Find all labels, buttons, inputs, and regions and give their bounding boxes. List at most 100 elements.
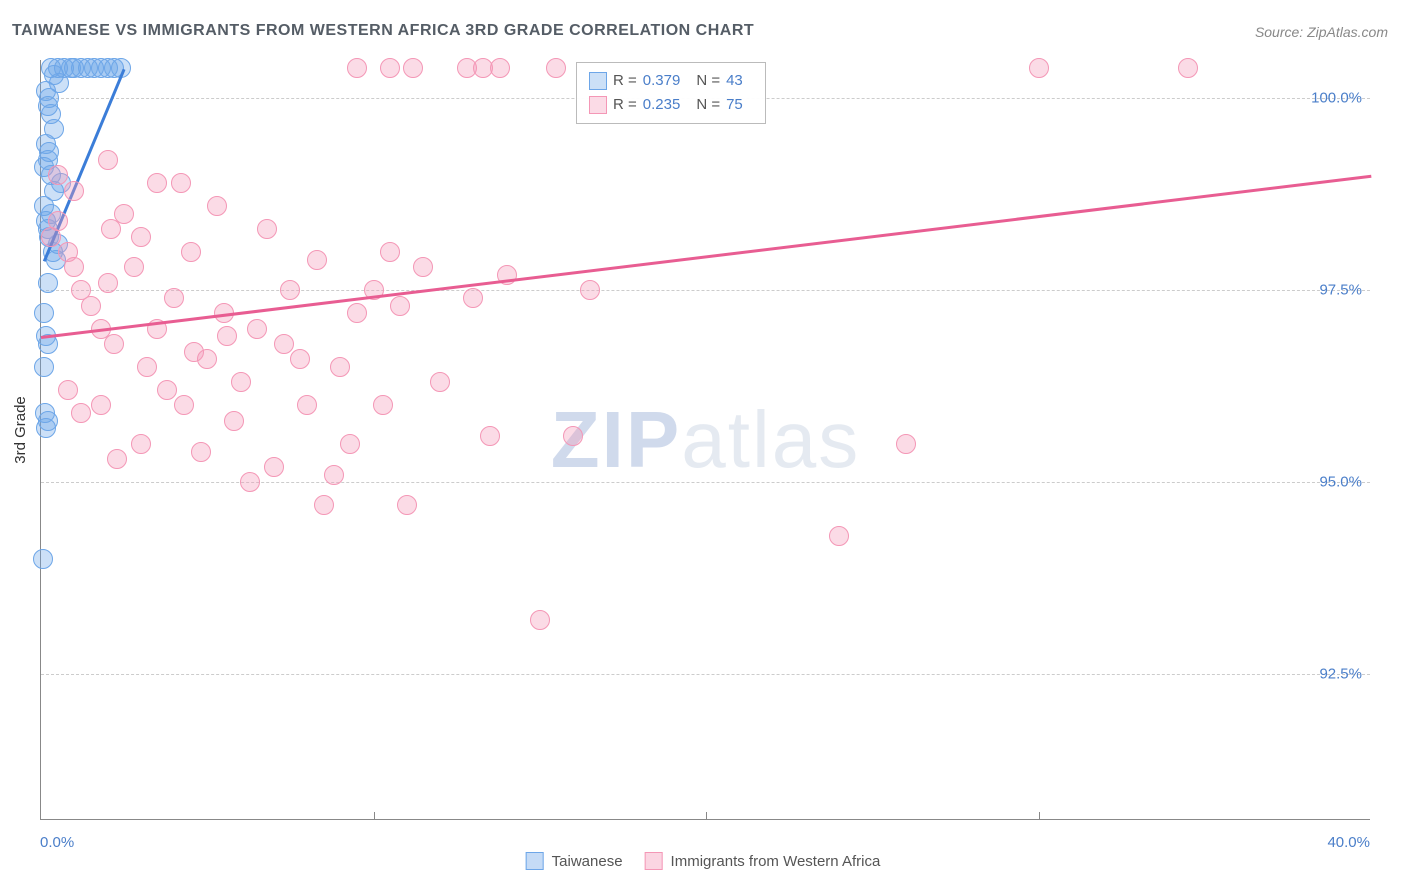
watermark-light: atlas xyxy=(681,395,860,484)
data-point xyxy=(280,280,300,300)
data-point xyxy=(297,395,317,415)
legend-item: Immigrants from Western Africa xyxy=(645,852,881,870)
data-point xyxy=(38,273,58,293)
data-point xyxy=(224,411,244,431)
stats-legend: R = 0.379 N = 43R = 0.235N = 75 xyxy=(576,62,766,124)
data-point xyxy=(181,242,201,262)
data-point xyxy=(403,58,423,78)
watermark: ZIPatlas xyxy=(551,394,860,486)
trend-line xyxy=(41,175,1371,339)
data-point xyxy=(896,434,916,454)
y-tick-label: 92.5% xyxy=(1319,666,1362,683)
data-point xyxy=(58,380,78,400)
data-point xyxy=(290,349,310,369)
data-point xyxy=(480,426,500,446)
data-point xyxy=(48,165,68,185)
data-point xyxy=(324,465,344,485)
data-point xyxy=(98,273,118,293)
data-point xyxy=(580,280,600,300)
grid-line xyxy=(41,290,1370,291)
data-point xyxy=(264,457,284,477)
data-point xyxy=(71,403,91,423)
data-point xyxy=(164,288,184,308)
legend-label: Taiwanese xyxy=(552,853,623,870)
data-point xyxy=(91,395,111,415)
data-point xyxy=(490,58,510,78)
data-point xyxy=(81,296,101,316)
legend-swatch xyxy=(645,852,663,870)
data-point xyxy=(34,303,54,323)
chart-title: TAIWANESE VS IMMIGRANTS FROM WESTERN AFR… xyxy=(12,22,754,40)
legend-swatch xyxy=(589,96,607,114)
data-point xyxy=(34,357,54,377)
x-tick-label: 40.0% xyxy=(1327,834,1370,851)
data-point xyxy=(563,426,583,446)
data-point xyxy=(184,342,204,362)
data-point xyxy=(217,326,237,346)
stat-value-r: 0.379 xyxy=(643,69,681,93)
series-legend: Taiwanese Immigrants from Western Africa xyxy=(526,852,881,870)
data-point xyxy=(174,395,194,415)
data-point xyxy=(314,495,334,515)
data-point xyxy=(157,380,177,400)
data-point xyxy=(147,173,167,193)
stat-label-n: N = xyxy=(696,69,720,93)
data-point xyxy=(64,257,84,277)
x-tick xyxy=(374,812,375,820)
data-point xyxy=(530,610,550,630)
data-point xyxy=(1178,58,1198,78)
data-point xyxy=(330,357,350,377)
data-point xyxy=(98,150,118,170)
data-point xyxy=(340,434,360,454)
data-point xyxy=(131,227,151,247)
data-point xyxy=(36,81,56,101)
data-point xyxy=(64,181,84,201)
legend-item: Taiwanese xyxy=(526,852,623,870)
stat-label-r: R = xyxy=(613,93,637,117)
data-point xyxy=(257,219,277,239)
data-point xyxy=(430,372,450,392)
data-point xyxy=(307,250,327,270)
data-point xyxy=(247,319,267,339)
y-tick-label: 100.0% xyxy=(1311,90,1362,107)
source-attribution: Source: ZipAtlas.com xyxy=(1255,24,1388,40)
x-tick xyxy=(706,812,707,820)
data-point xyxy=(107,449,127,469)
data-point xyxy=(104,334,124,354)
y-tick-label: 97.5% xyxy=(1319,282,1362,299)
data-point xyxy=(380,58,400,78)
data-point xyxy=(1029,58,1049,78)
data-point xyxy=(137,357,157,377)
data-point xyxy=(347,58,367,78)
data-point xyxy=(240,472,260,492)
plot-area: ZIPatlas xyxy=(40,60,1370,820)
correlation-chart: TAIWANESE VS IMMIGRANTS FROM WESTERN AFR… xyxy=(0,0,1406,892)
data-point xyxy=(191,442,211,462)
stat-label-r: R = xyxy=(613,69,637,93)
stat-value-n: 75 xyxy=(726,93,743,117)
data-point xyxy=(380,242,400,262)
data-point xyxy=(48,211,68,231)
x-tick-label: 0.0% xyxy=(40,834,74,851)
data-point xyxy=(124,257,144,277)
legend-swatch xyxy=(589,72,607,90)
data-point xyxy=(347,303,367,323)
grid-line xyxy=(41,674,1370,675)
data-point xyxy=(131,434,151,454)
data-point xyxy=(207,196,227,216)
stat-value-n: 43 xyxy=(726,69,743,93)
data-point xyxy=(231,372,251,392)
data-point xyxy=(171,173,191,193)
y-tick-label: 95.0% xyxy=(1319,474,1362,491)
legend-swatch xyxy=(526,852,544,870)
stats-legend-row: R = 0.235N = 75 xyxy=(589,93,753,117)
data-point xyxy=(101,219,121,239)
data-point xyxy=(390,296,410,316)
stat-value-r: 0.235 xyxy=(643,93,681,117)
data-point xyxy=(546,58,566,78)
y-axis-label: 3rd Grade xyxy=(12,396,29,464)
data-point xyxy=(397,495,417,515)
data-point xyxy=(413,257,433,277)
data-point xyxy=(33,549,53,569)
data-point xyxy=(39,142,59,162)
